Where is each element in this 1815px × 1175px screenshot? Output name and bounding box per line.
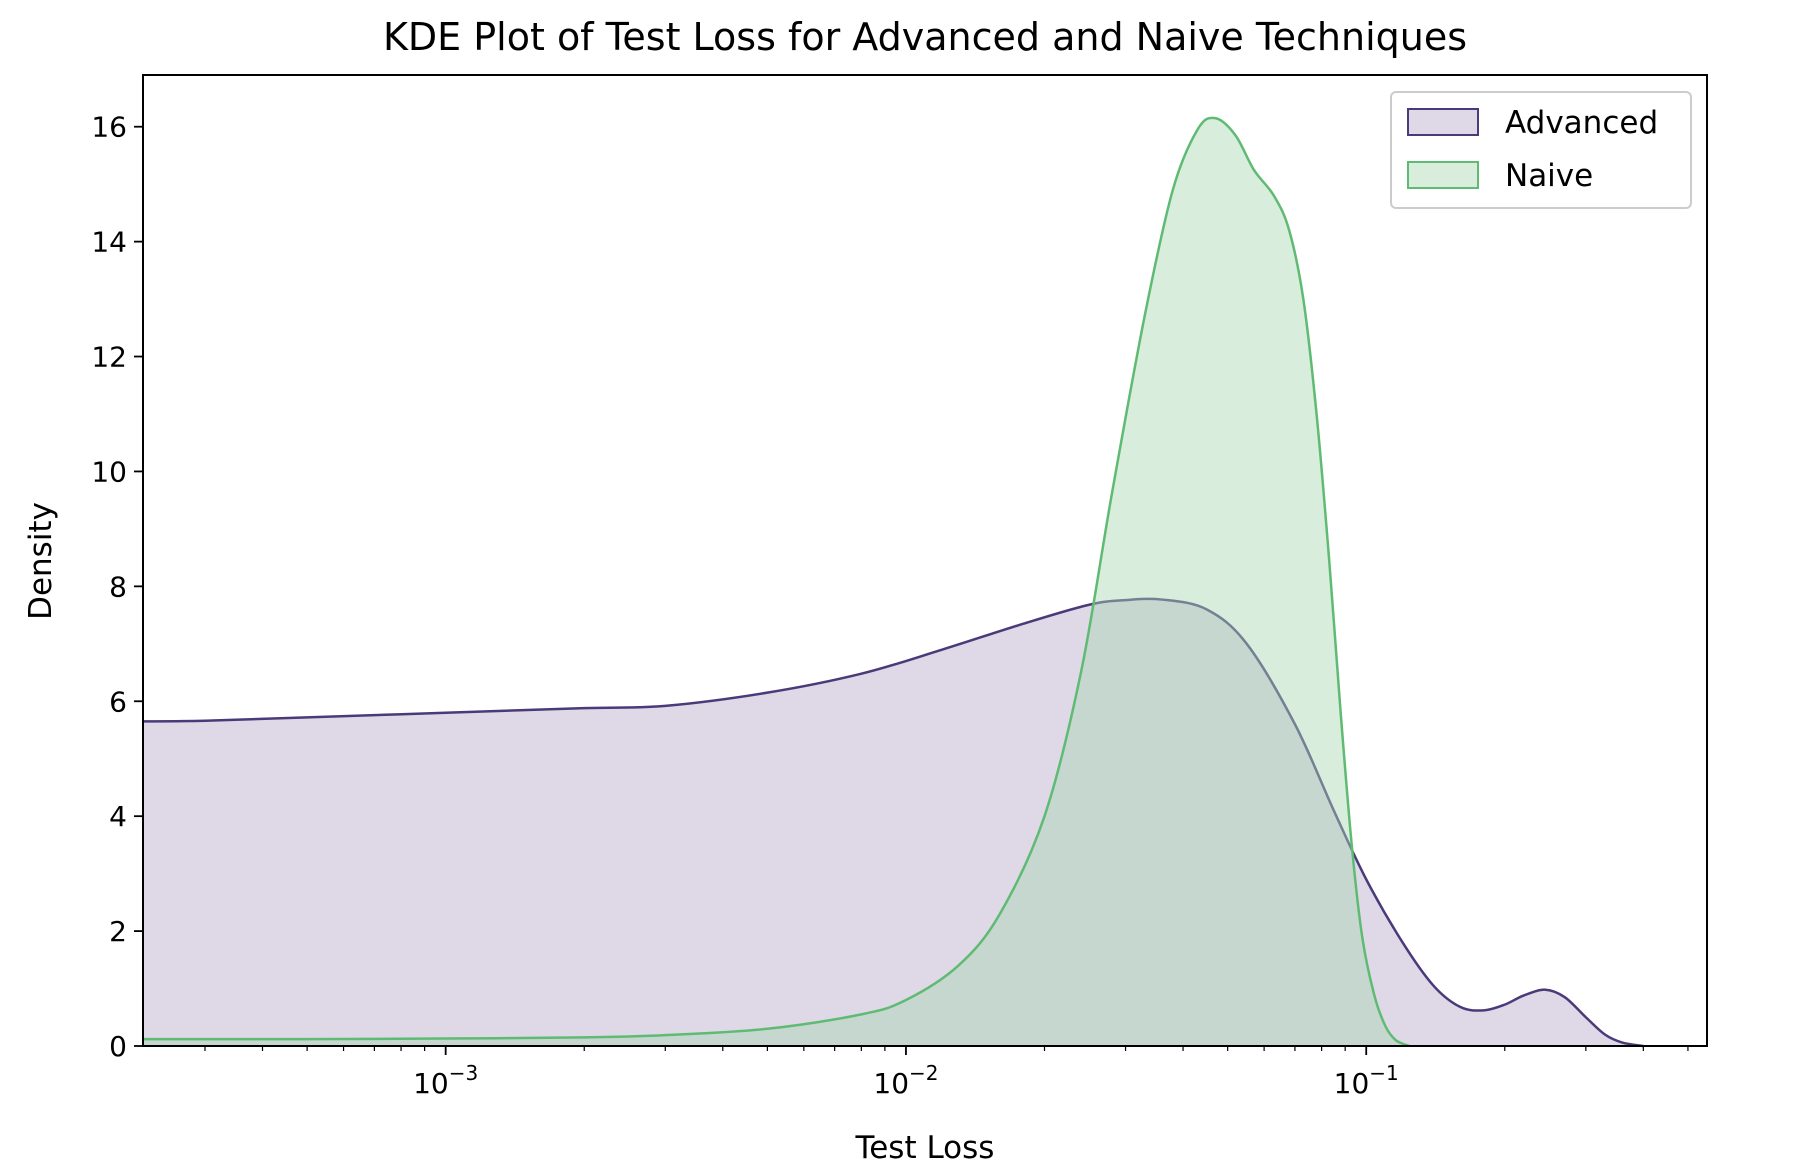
- y-tick-label: 4: [109, 800, 127, 833]
- y-tick-label: 10: [91, 455, 127, 488]
- y-tick-label: 14: [91, 226, 127, 259]
- x-tick-label: 10−2: [873, 1061, 938, 1100]
- legend-frame: [1390, 91, 1692, 209]
- y-axis-label: Density: [23, 502, 59, 620]
- legend-label-naive: Naive: [1505, 158, 1593, 194]
- y-tick-label: 8: [109, 570, 127, 603]
- x-tick-label: 10−3: [413, 1061, 478, 1100]
- x-tick-label: 10−1: [1334, 1061, 1399, 1100]
- series-line-advanced: [142, 597, 1644, 1048]
- y-tick-label: 6: [109, 685, 127, 718]
- legend-label-advanced: Advanced: [1505, 105, 1658, 141]
- legend-swatch-naive: [1407, 161, 1479, 189]
- series-area-naive: [143, 117, 1410, 1046]
- x-axis-label: Test Loss: [855, 1130, 995, 1166]
- axis-ticks: 0 2 4 6 8 10 12 14 16 10−3 10−2 10−1: [91, 111, 1689, 1100]
- series-line-naive: [142, 116, 1410, 1048]
- legend-swatch-advanced: [1407, 108, 1479, 136]
- y-tick-label: 12: [91, 341, 127, 374]
- plot-area: [142, 116, 1644, 1048]
- legend: Advanced Naive: [1390, 91, 1692, 209]
- axes-frame: [142, 74, 1708, 1047]
- y-tick-label: 0: [109, 1030, 127, 1063]
- y-tick-label: 16: [91, 111, 127, 144]
- chart-title: KDE Plot of Test Loss for Advanced and N…: [383, 15, 1467, 59]
- y-tick-label: 2: [109, 915, 127, 948]
